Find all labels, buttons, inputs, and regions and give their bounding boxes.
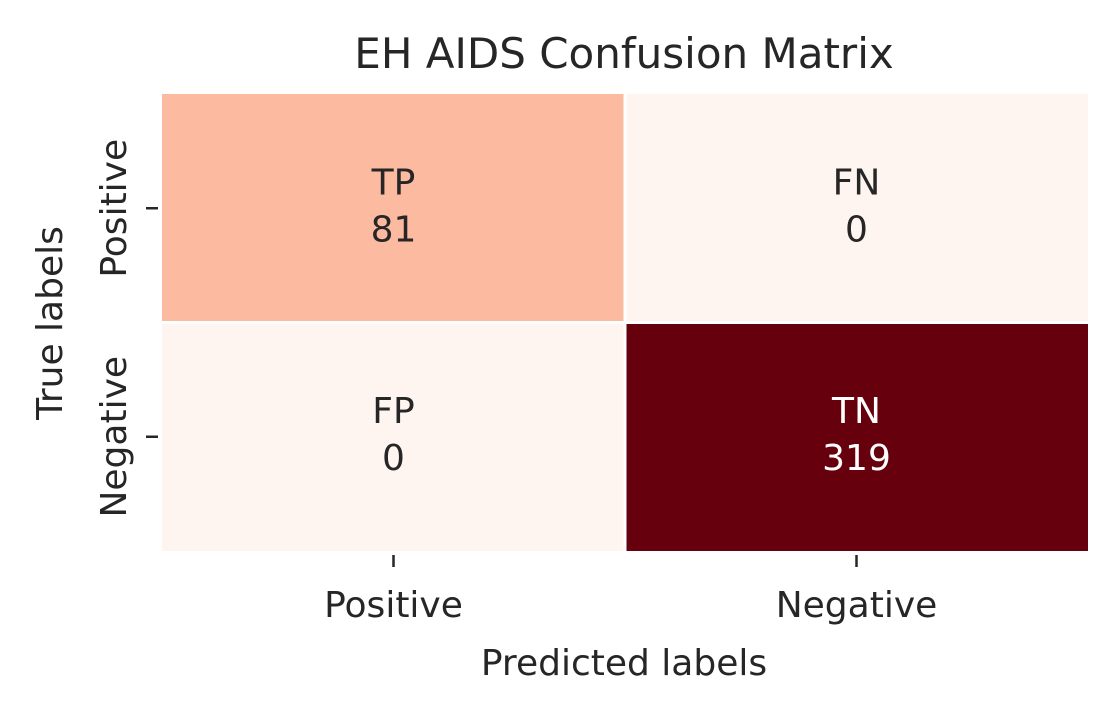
heatmap-cell-tn — [626, 324, 1088, 551]
axis-ticks: Positive Negative Positive Negative — [94, 139, 937, 626]
heatmap-cell-tp — [162, 94, 624, 321]
heatmap-cells: TP 81 FN 0 FP 0 TN 319 — [162, 94, 1088, 551]
x-axis-label: Predicted labels — [481, 643, 767, 684]
heatmap-cell-fn — [626, 94, 1088, 321]
cell-label-tp: TP — [371, 162, 416, 203]
x-tick-label: Positive — [324, 585, 463, 626]
cell-label-fn: FN — [833, 162, 881, 203]
cell-value-tp: 81 — [371, 209, 417, 250]
heatmap-cell-fp — [162, 324, 624, 551]
cell-label-tn: TN — [831, 391, 881, 432]
y-axis-label: True labels — [30, 226, 71, 421]
y-tick-label: Negative — [94, 356, 135, 518]
cell-value-tn: 319 — [822, 438, 891, 479]
cell-label-fp: FP — [372, 391, 414, 432]
y-tick-label: Positive — [94, 139, 135, 278]
cell-value-fp: 0 — [382, 438, 405, 479]
x-tick-label: Negative — [776, 585, 938, 626]
chart-title: EH AIDS Confusion Matrix — [354, 29, 893, 78]
cell-value-fn: 0 — [845, 209, 868, 250]
